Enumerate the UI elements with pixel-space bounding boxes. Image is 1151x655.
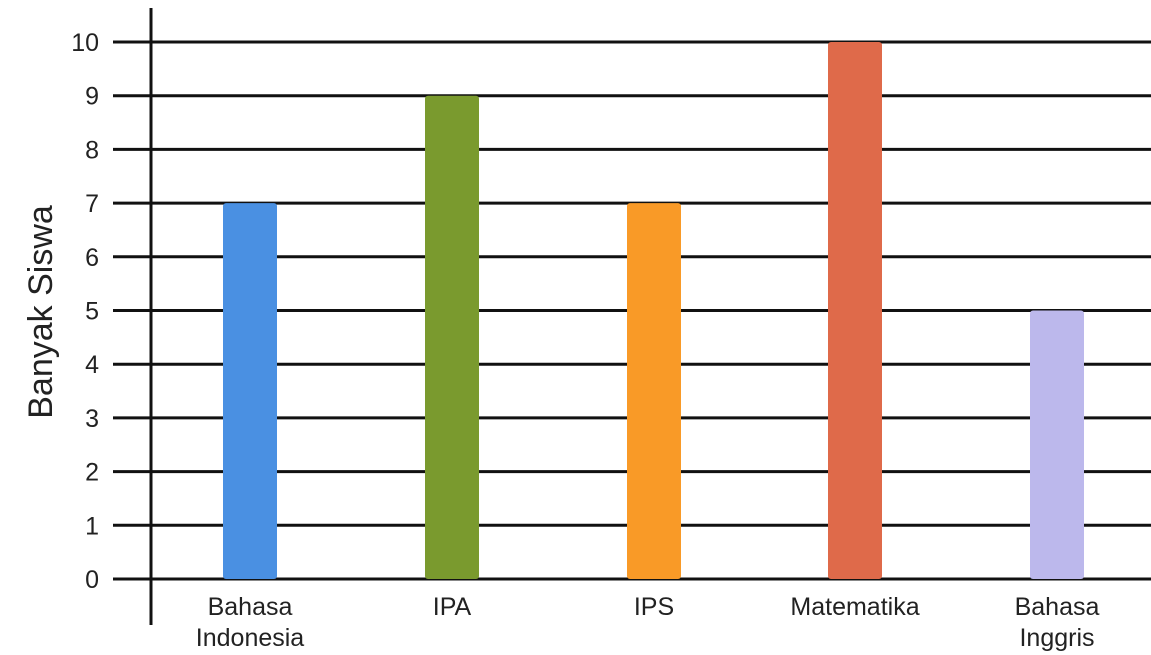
y-tick-label: 0 (85, 566, 99, 594)
x-tick-label: IPA (433, 593, 472, 621)
y-tick-label: 3 (85, 405, 99, 433)
y-tick-label: 10 (71, 29, 99, 57)
x-tick-label-line: Indonesia (196, 624, 305, 652)
x-tick-label-line: Inggris (1019, 624, 1094, 652)
x-tick-label: Matematika (790, 593, 919, 621)
y-tick-label: 1 (85, 512, 99, 540)
x-tick-labels: Bahasa Indonesia IPA IPS Matematika Bahasa Ing… (196, 593, 1100, 652)
bar (828, 42, 882, 579)
y-tick-label: 4 (85, 351, 99, 379)
bar (223, 203, 277, 579)
x-tick-label-line: Bahasa (1015, 593, 1100, 621)
x-tick-label-line: Bahasa (208, 593, 293, 621)
bar (1030, 310, 1084, 579)
bar (627, 203, 681, 579)
y-tick-label: 2 (85, 459, 99, 487)
y-tick-label: 8 (85, 136, 99, 164)
x-tick-label: Bahasa Inggris (1015, 593, 1100, 652)
x-tick-label-line: IPS (634, 593, 674, 621)
y-tick-label: 7 (85, 190, 99, 218)
y-tick-label: 9 (85, 83, 99, 111)
y-axis-label: Banyak Siswa (22, 205, 60, 419)
x-tick-label-line: Matematika (790, 593, 919, 621)
y-tick-labels: 0 1 2 3 4 5 6 7 8 9 10 (71, 29, 99, 594)
x-tick-label-line: IPA (433, 593, 472, 621)
x-tick-label: IPS (634, 593, 674, 621)
y-tick-label: 6 (85, 244, 99, 272)
bars (223, 42, 1084, 579)
bar (425, 95, 479, 579)
x-tick-label: Bahasa Indonesia (196, 593, 305, 652)
y-tick-label: 5 (85, 298, 99, 326)
